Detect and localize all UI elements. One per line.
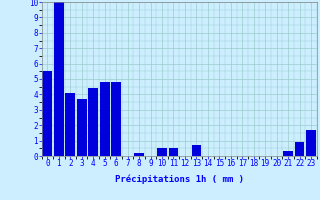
Bar	[157, 148, 167, 156]
Bar	[134, 153, 144, 156]
X-axis label: Précipitations 1h ( mm ): Précipitations 1h ( mm )	[115, 174, 244, 184]
Bar	[43, 71, 52, 156]
Bar	[169, 148, 178, 156]
Bar	[111, 82, 121, 156]
Bar	[192, 145, 201, 156]
Bar	[283, 151, 293, 156]
Bar	[88, 88, 98, 156]
Bar	[77, 99, 87, 156]
Bar	[65, 93, 75, 156]
Bar	[306, 130, 316, 156]
Bar	[295, 142, 304, 156]
Bar	[100, 82, 109, 156]
Bar	[54, 2, 64, 156]
